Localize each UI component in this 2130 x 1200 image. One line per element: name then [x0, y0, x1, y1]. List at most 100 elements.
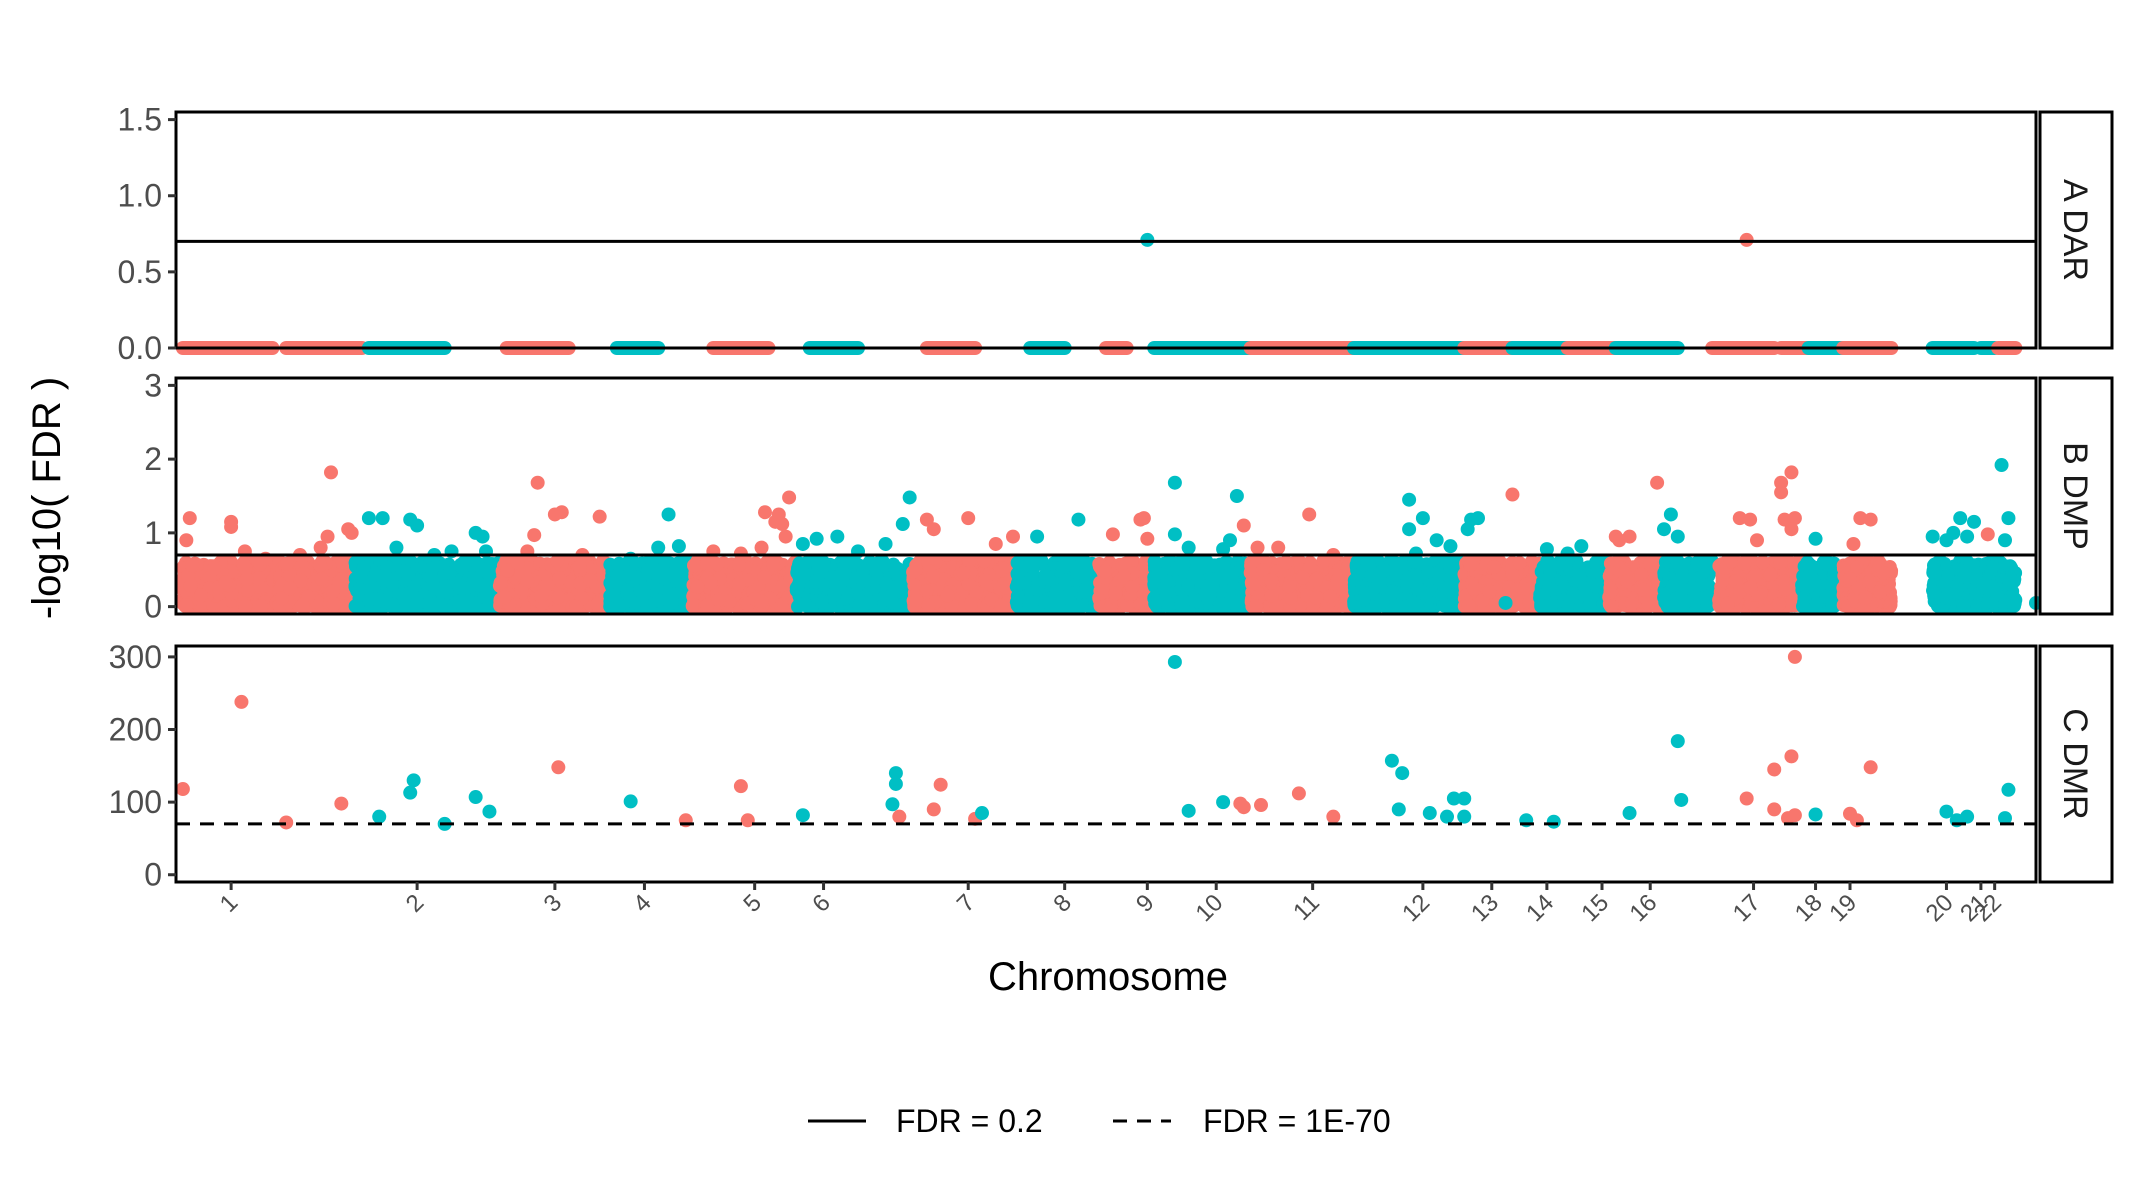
dense-point — [1037, 594, 1052, 609]
dense-point — [238, 599, 253, 614]
facet-strip-label: A DAR — [2056, 179, 2094, 281]
dense-point — [463, 579, 478, 594]
dense-point — [1074, 599, 1089, 614]
data-point — [1140, 232, 1155, 247]
dense-point — [510, 555, 525, 570]
dense-point — [1038, 568, 1053, 583]
dense-point — [856, 563, 870, 578]
dense-point — [254, 599, 269, 613]
dense-point — [380, 560, 395, 574]
dense-point — [909, 592, 924, 607]
dense-point — [657, 571, 672, 586]
dense-point — [520, 573, 535, 588]
dense-point — [642, 599, 657, 614]
dense-point — [1098, 564, 1113, 579]
dense-point — [434, 597, 449, 612]
dense-point — [313, 558, 328, 573]
dense-point — [179, 598, 194, 613]
dense-point — [368, 592, 383, 607]
dense-point — [185, 558, 200, 573]
dense-point — [293, 573, 308, 588]
dense-point — [1125, 580, 1140, 595]
dense-point — [798, 597, 813, 612]
dense-point — [921, 598, 936, 613]
dense-point — [906, 565, 921, 580]
dense-point — [461, 595, 476, 609]
facet-strip — [2038, 110, 2114, 350]
dense-point — [455, 560, 470, 575]
dense-point — [956, 566, 971, 581]
dense-point — [665, 587, 680, 601]
dense-point — [497, 590, 512, 605]
dense-point — [687, 558, 701, 573]
dense-point — [239, 572, 254, 587]
dense-point — [442, 566, 457, 580]
dense-point — [350, 599, 365, 614]
dense-point — [421, 596, 436, 611]
dense-point — [590, 597, 605, 612]
dense-point — [1070, 565, 1085, 580]
dense-point — [207, 561, 221, 576]
dense-point — [731, 577, 746, 592]
dense-point — [236, 557, 251, 571]
dense-point — [552, 571, 567, 586]
dense-point — [551, 590, 566, 605]
dense-point — [251, 571, 266, 586]
dense-point — [624, 593, 639, 608]
dense-point — [493, 575, 508, 590]
dense-point — [1108, 586, 1123, 601]
dense-point — [396, 564, 411, 579]
dense-point — [879, 576, 894, 591]
dense-point — [1017, 576, 1032, 590]
dense-point — [836, 567, 851, 582]
dense-point — [611, 567, 626, 582]
dense-point — [994, 599, 1009, 613]
dense-point — [827, 587, 842, 602]
data-point — [1739, 232, 1754, 247]
dense-point — [534, 589, 549, 604]
dense-point — [240, 583, 255, 598]
y-tick-label: 1.0 — [118, 178, 162, 214]
dense-point — [815, 595, 829, 610]
dense-point — [295, 598, 310, 613]
dense-point — [607, 588, 622, 603]
dense-point — [703, 575, 718, 590]
dense-point — [275, 591, 289, 606]
dense-point — [813, 565, 828, 580]
dense-point — [332, 575, 347, 590]
dense-point — [1057, 573, 1072, 588]
dense-point — [477, 564, 492, 578]
dense-point — [711, 592, 726, 607]
y-tick-label: 0.5 — [118, 254, 162, 290]
dense-point — [790, 581, 805, 596]
dense-point — [885, 595, 900, 610]
dense-point — [857, 595, 872, 610]
dense-point — [1077, 584, 1092, 599]
dense-point — [314, 571, 329, 586]
panel-1-dense-points — [176, 553, 2023, 614]
dense-point — [280, 556, 294, 571]
y-tick-label: 0.0 — [118, 330, 162, 366]
dense-point — [643, 563, 658, 578]
dense-point — [658, 554, 673, 569]
dense-point — [757, 570, 772, 585]
dense-point — [754, 594, 769, 609]
dense-point — [569, 599, 584, 614]
dense-point — [335, 556, 350, 570]
dense-point — [940, 588, 955, 603]
dense-point — [356, 560, 371, 575]
dense-point — [1022, 599, 1037, 614]
dense-point — [283, 581, 298, 596]
dense-point — [964, 597, 978, 612]
panel-0: 0.00.51.01.5A DAR — [118, 102, 2114, 366]
dense-point — [1024, 556, 1039, 571]
dense-point — [282, 568, 297, 582]
dense-point — [766, 557, 781, 572]
dense-point — [385, 597, 400, 612]
dense-point — [326, 597, 341, 612]
dense-point — [194, 588, 208, 603]
dense-point — [978, 573, 993, 588]
